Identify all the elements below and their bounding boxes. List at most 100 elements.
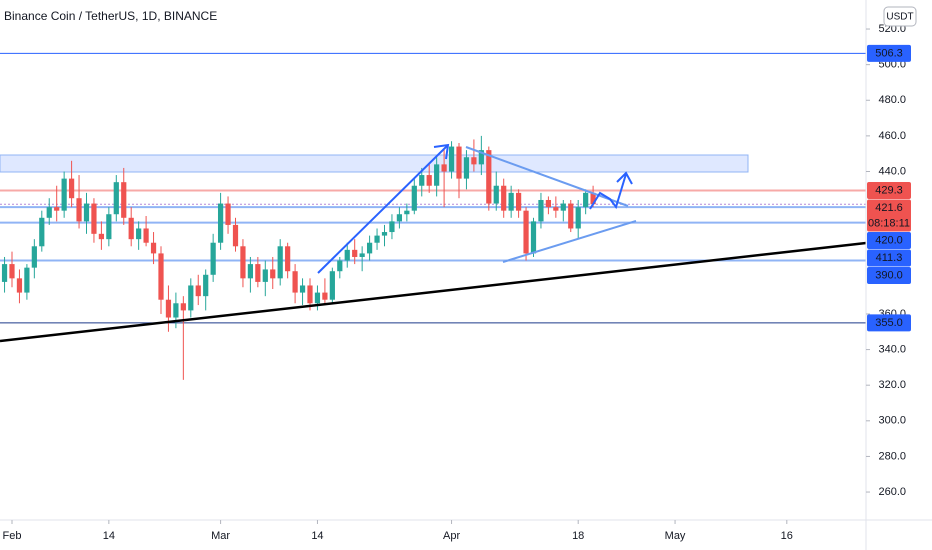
- y-tick-label: 320.0: [878, 379, 906, 391]
- candle-body: [515, 192, 522, 211]
- candle-body: [232, 224, 239, 247]
- candle-body: [255, 264, 261, 282]
- price-tag: [867, 267, 911, 285]
- y-tick-label: 460.0: [878, 130, 906, 142]
- candle-body: [486, 150, 492, 204]
- candle-body: [419, 175, 425, 186]
- price-tags: 506.3 429.3 421.6 08:18:11 420.0 411.3 390.0 35…: [867, 44, 911, 332]
- candle-body: [404, 210, 410, 215]
- candle-body: [441, 164, 447, 172]
- x-tick-label: 14: [311, 530, 323, 542]
- candle-body: [329, 271, 335, 300]
- price-tag-label: 506.3: [875, 47, 903, 59]
- triangle-lower: [502, 220, 637, 263]
- price-tag: [867, 232, 911, 250]
- candle-body: [344, 249, 350, 261]
- candle-body: [150, 242, 157, 254]
- price-lines: [0, 52, 866, 324]
- candle-body: [180, 303, 186, 311]
- drawings: [0, 143, 867, 343]
- candle-body: [530, 221, 537, 254]
- zone-rectangle: [0, 154, 749, 173]
- currency: USDT: [886, 12, 913, 23]
- y-tick-label: 300.0: [878, 415, 906, 427]
- candle-body: [538, 199, 544, 222]
- candle-body: [337, 260, 343, 272]
- candle-body: [545, 199, 552, 208]
- candle-body: [314, 292, 321, 304]
- candle-body: [463, 157, 470, 179]
- candle-body: [553, 207, 559, 211]
- arrow-head: [433, 143, 450, 160]
- candle-body: [560, 203, 566, 211]
- candle-body: [9, 264, 15, 279]
- candle-body: [389, 221, 395, 233]
- price-tag-label: 411.3: [876, 252, 903, 264]
- candle-body: [188, 285, 194, 311]
- candle-body: [121, 182, 127, 218]
- chart-title: Binance Coin / TetherUS, 1D, BINANCE: [4, 9, 217, 23]
- candle-body: [1, 264, 8, 282]
- price-tag-label: 390.0: [875, 269, 903, 281]
- y-tick-label: 340.0: [878, 343, 906, 355]
- candle-body: [68, 178, 75, 199]
- candle-body: [396, 214, 403, 222]
- y-tick-label: 480.0: [878, 94, 906, 106]
- candle-body: [568, 203, 574, 229]
- candle-body: [136, 228, 142, 240]
- trend-line: [0, 241, 867, 343]
- price-tag-label: 421.6: [875, 202, 903, 214]
- price-tag-label: 355.0: [875, 317, 903, 329]
- candle-body: [456, 146, 462, 179]
- candle-body: [173, 303, 179, 318]
- currency-box[interactable]: [883, 6, 917, 27]
- x-tick-label: Feb: [3, 530, 22, 542]
- candle-body: [478, 150, 484, 165]
- candle-body: [374, 235, 380, 243]
- candle-body: [277, 246, 283, 279]
- y-tick-label: 260.0: [878, 486, 906, 498]
- candle-body: [322, 292, 328, 300]
- candle-body: [24, 267, 30, 293]
- candle-body: [381, 232, 388, 236]
- candle-body: [83, 203, 90, 222]
- candle-body: [98, 233, 105, 240]
- candle-body: [76, 198, 82, 222]
- candle-body: [16, 278, 23, 293]
- candle-body: [508, 192, 514, 211]
- triangle-upper: [465, 146, 629, 207]
- price-tag: [867, 249, 911, 267]
- candle-body: [217, 203, 224, 243]
- candle-body: [128, 217, 134, 240]
- candle-body: [247, 264, 254, 279]
- candle-body: [448, 146, 455, 172]
- candle-body: [575, 207, 581, 229]
- candle-body: [165, 299, 172, 318]
- candle-body: [39, 217, 45, 247]
- projection-head: [616, 171, 633, 185]
- arrow-line: [317, 145, 448, 274]
- x-tick-label: 14: [103, 530, 115, 542]
- candle-body: [493, 185, 499, 204]
- candle-body: [307, 285, 313, 304]
- candle-body: [106, 214, 112, 240]
- x-tick-label: Apr: [443, 530, 460, 542]
- candle-body: [91, 203, 97, 234]
- candle-body: [285, 246, 291, 272]
- candle-body: [240, 246, 246, 279]
- price-tag: [867, 314, 911, 332]
- x-tick-label: May: [665, 530, 686, 542]
- y-tick-label: 280.0: [878, 450, 906, 462]
- countdown: 08:18:11: [868, 217, 910, 229]
- candle-body: [359, 253, 365, 257]
- price-tag: [867, 44, 911, 62]
- candle-body: [61, 178, 67, 211]
- projection-path: [589, 173, 627, 210]
- candle-body: [434, 164, 440, 186]
- price-tag-label: 429.3: [875, 184, 903, 196]
- price-tag: [867, 199, 911, 232]
- candle-body: [31, 246, 37, 268]
- candle-body: [583, 192, 589, 208]
- candle-body: [501, 185, 507, 211]
